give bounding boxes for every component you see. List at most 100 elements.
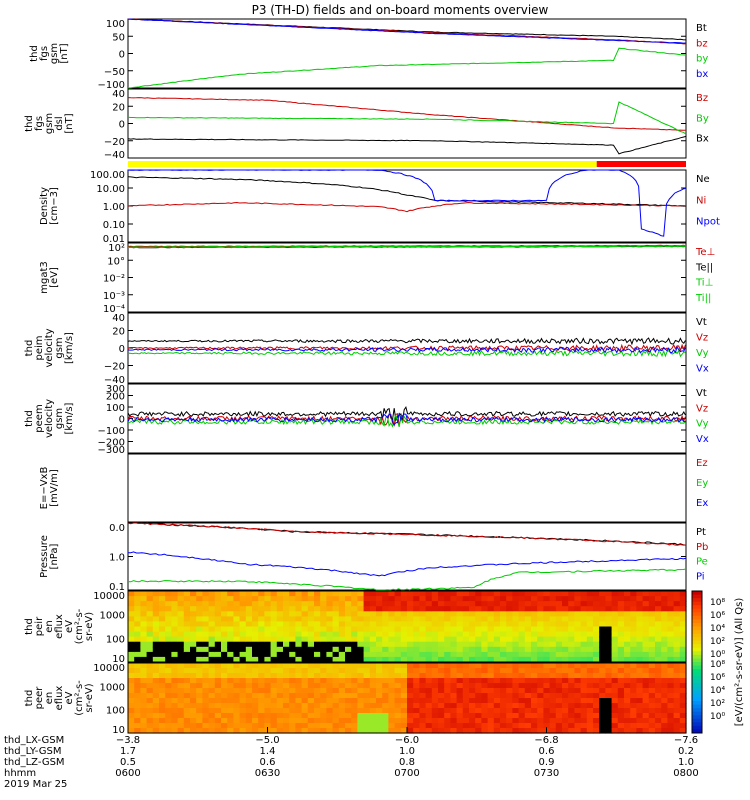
heat-cell xyxy=(400,656,408,663)
heat-cell xyxy=(202,668,210,674)
colorbar-cell xyxy=(692,608,702,613)
heat-cell xyxy=(605,683,613,689)
heat-cell xyxy=(518,723,526,729)
heat-cell xyxy=(679,656,687,663)
heat-cell xyxy=(413,678,420,684)
heat-cell xyxy=(345,713,352,719)
heat-cell xyxy=(636,636,644,643)
panel-frame xyxy=(127,590,687,663)
heat-cell xyxy=(456,728,464,734)
heat-cell xyxy=(196,693,203,699)
heat-cell xyxy=(357,673,365,679)
heat-cell xyxy=(506,621,513,628)
heat-cell xyxy=(599,728,606,734)
heat-cell xyxy=(171,636,179,643)
heat-cell xyxy=(537,626,544,633)
heat-cell xyxy=(388,713,396,719)
heat-cell xyxy=(481,641,489,648)
heat-cell xyxy=(438,723,445,729)
heat-cell xyxy=(543,646,551,653)
heat-cell xyxy=(524,683,532,689)
heat-cell xyxy=(419,713,427,719)
heat-cell xyxy=(190,728,197,734)
heat-cell xyxy=(562,621,569,628)
heat-cell xyxy=(214,656,222,663)
heat-cell xyxy=(624,626,631,633)
heat-cell xyxy=(543,641,551,648)
heat-cell xyxy=(475,703,482,709)
heat-cell xyxy=(214,688,222,694)
heat-cell xyxy=(258,621,265,628)
ytick-label: 0.1 xyxy=(109,582,125,593)
heat-cell xyxy=(332,636,340,643)
heat-cell xyxy=(320,631,327,638)
heat-cell xyxy=(593,663,600,669)
ylabel-text: sr-eV) xyxy=(84,612,95,641)
heat-cell xyxy=(301,718,309,724)
heat-cell xyxy=(456,641,464,648)
heat-cell xyxy=(481,591,489,597)
heat-cell xyxy=(227,631,234,638)
heat-cell xyxy=(332,688,340,694)
heat-cell xyxy=(307,591,315,597)
heat-cell xyxy=(648,678,656,684)
legend-Ti||: Ti|| xyxy=(695,293,711,304)
heat-cell xyxy=(152,663,160,669)
heat-cell xyxy=(586,688,594,694)
heat-cell xyxy=(208,641,216,648)
heat-cell xyxy=(456,621,464,628)
heat-cell xyxy=(128,626,135,633)
heat-cell xyxy=(493,591,501,597)
heat-cell xyxy=(413,668,420,674)
heat-cell xyxy=(438,596,445,602)
heat-cell xyxy=(307,663,315,669)
colorbar-tick: 10⁸ xyxy=(710,660,725,670)
heat-cell xyxy=(270,678,278,684)
heat-cell xyxy=(301,708,309,714)
heat-cell xyxy=(233,611,241,617)
heat-cell xyxy=(456,703,464,709)
heat-cell xyxy=(431,626,439,633)
heat-cell xyxy=(252,606,259,612)
heat-cell xyxy=(444,673,451,679)
heat-cell xyxy=(636,641,644,648)
heat-cell xyxy=(128,673,135,679)
heat-cell xyxy=(183,636,191,643)
heat-cell xyxy=(394,606,402,612)
heat-cell xyxy=(636,728,644,734)
heat-cell xyxy=(648,646,656,653)
legend-Pe: Pe xyxy=(696,557,708,568)
heat-cell xyxy=(549,626,557,633)
heat-cell xyxy=(196,728,203,734)
heat-cell xyxy=(196,601,203,607)
heat-cell xyxy=(171,646,179,653)
heat-cell xyxy=(580,668,588,674)
heat-cell xyxy=(165,723,172,729)
heat-cell xyxy=(196,708,203,714)
heat-cell xyxy=(531,616,538,623)
heat-cell xyxy=(376,601,383,607)
heat-cell xyxy=(450,616,458,623)
heat-cell xyxy=(500,703,507,709)
heat-cell xyxy=(425,678,433,684)
colorbar-cell xyxy=(692,601,702,606)
heat-cell xyxy=(146,646,154,653)
heat-cell xyxy=(177,636,185,643)
heat-cell xyxy=(413,688,420,694)
heat-cell xyxy=(425,621,433,628)
heat-cell xyxy=(388,631,396,638)
heat-cell xyxy=(134,683,141,689)
heat-cell xyxy=(183,678,191,684)
heat-cell xyxy=(382,688,389,694)
ylabel-text: peir xyxy=(34,616,45,636)
heat-cell xyxy=(580,688,588,694)
heat-cell xyxy=(276,646,284,653)
heat-cell xyxy=(568,606,575,612)
heat-cell xyxy=(493,646,501,653)
heat-cell xyxy=(481,668,489,674)
heat-cell xyxy=(438,683,445,689)
heat-cell xyxy=(462,678,470,684)
heat-cell xyxy=(444,596,451,602)
heat-cell xyxy=(177,728,185,734)
heat-cell xyxy=(357,678,365,684)
